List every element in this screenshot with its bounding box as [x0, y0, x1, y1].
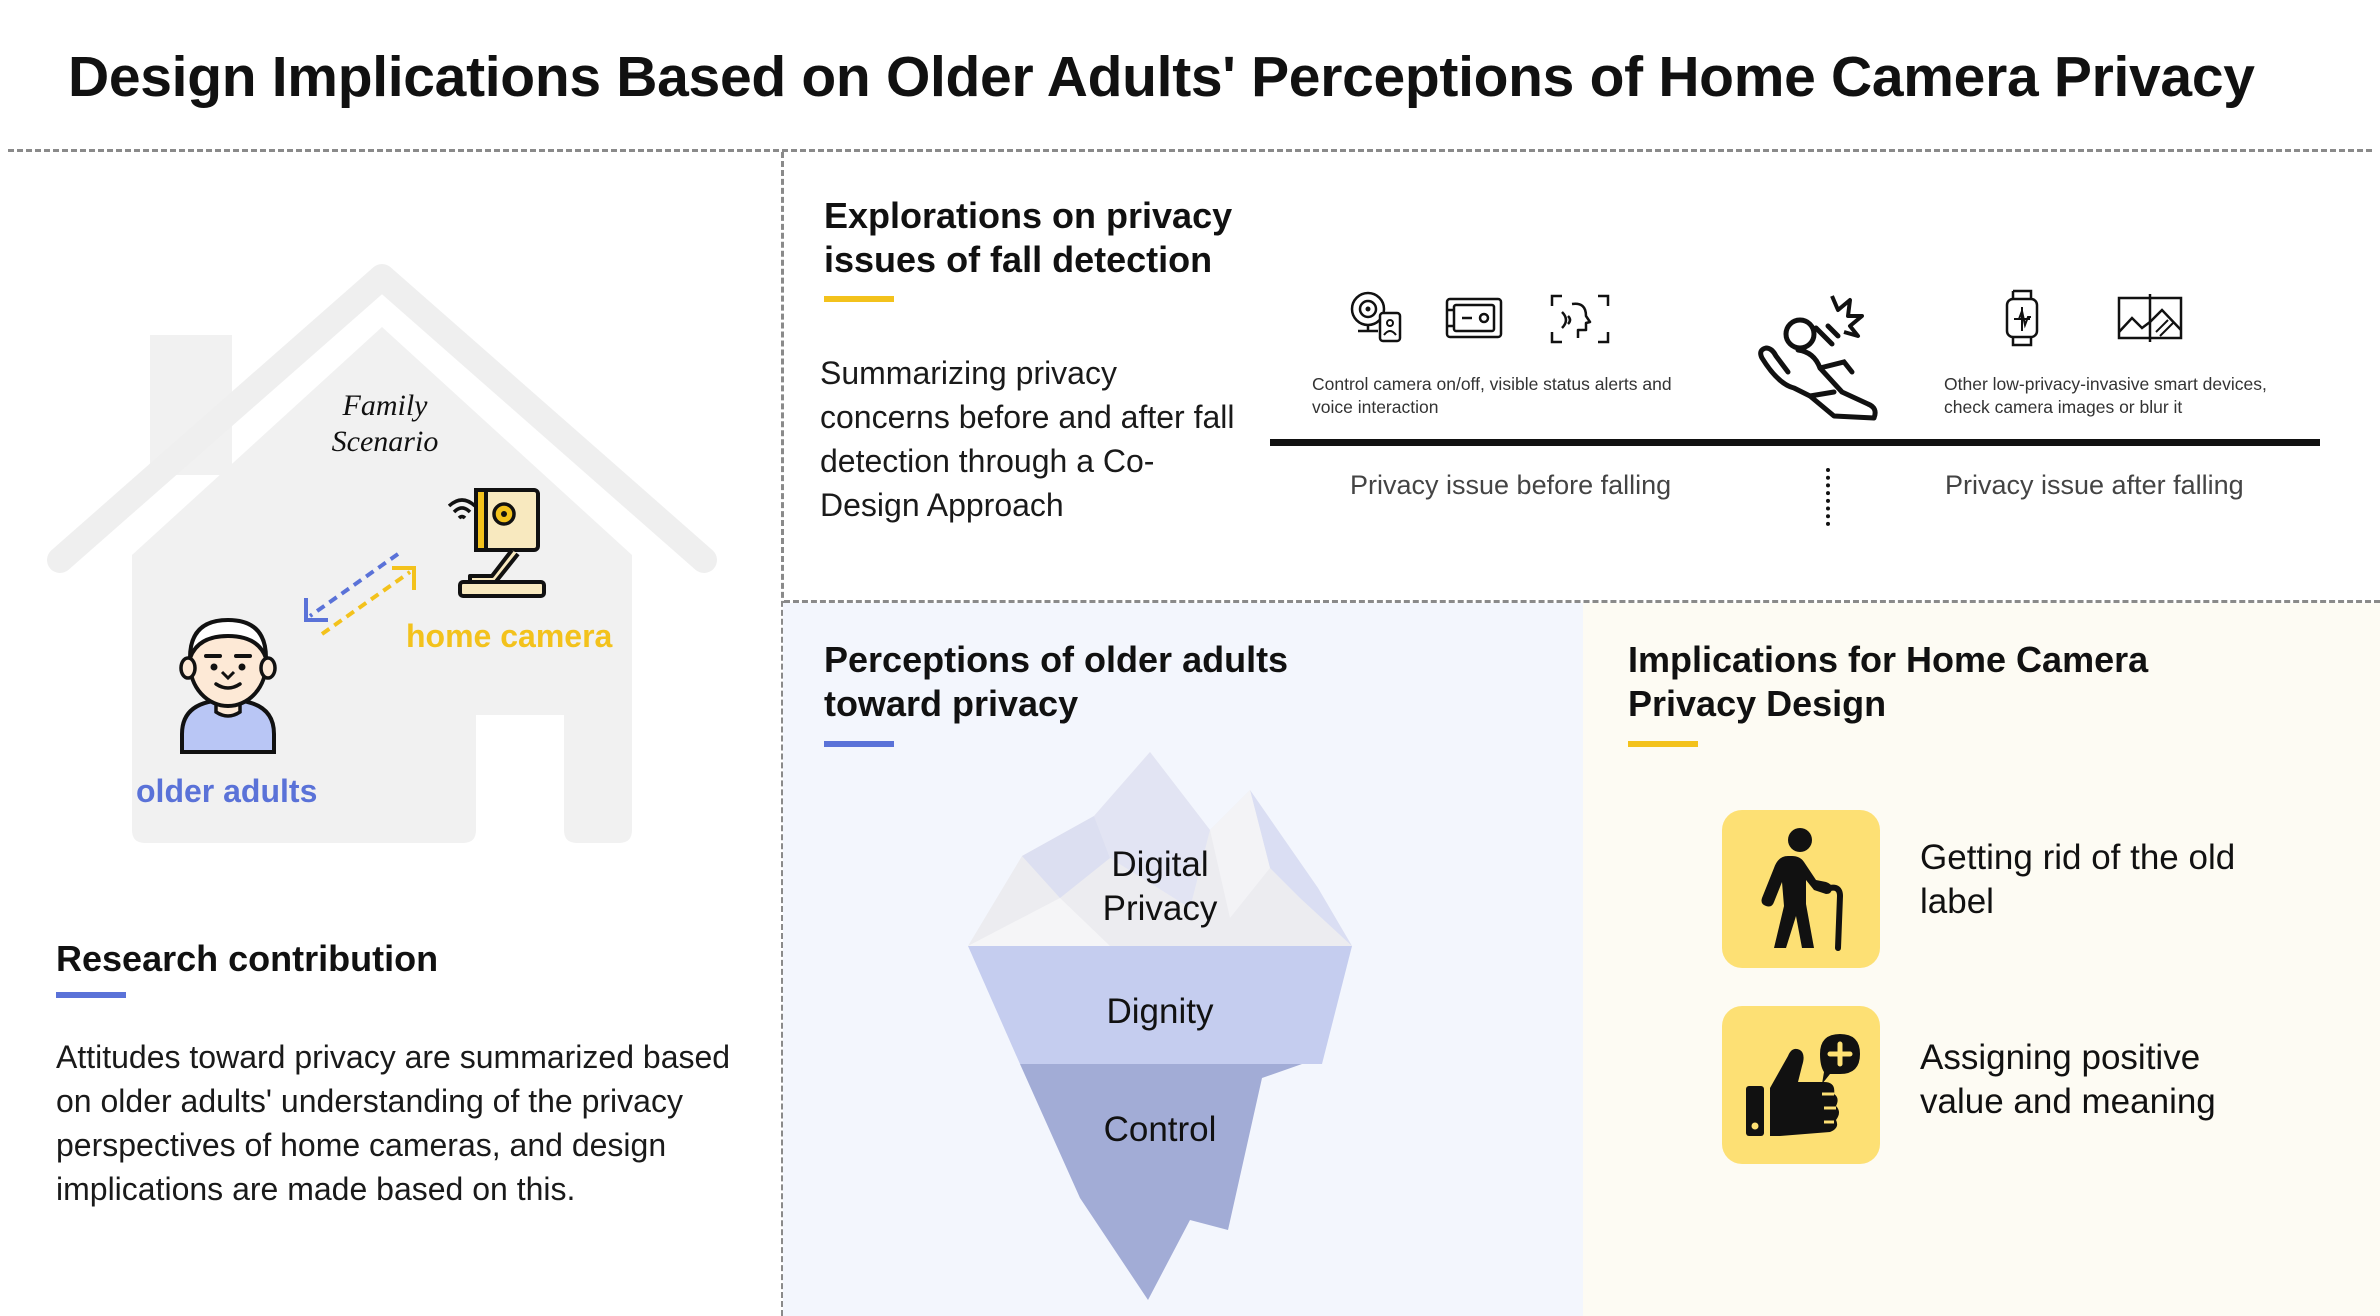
home-camera-icon [448, 488, 546, 598]
falling-person-icon [1758, 295, 1878, 421]
privacy-after-label: Privacy issue after falling [1945, 470, 2244, 500]
implications-heading: Implications for Home Camera Privacy Des… [1628, 639, 2149, 724]
webcam-icon [1350, 291, 1402, 343]
research-contribution-heading: Research contribution [56, 938, 439, 979]
explorations-heading: Explorations on privacy issues of fall d… [824, 195, 1233, 280]
thumbs-up-plus-icon [1746, 1034, 1860, 1136]
privacy-before-label: Privacy issue before falling [1350, 470, 1672, 500]
implication-text-positive-value: Assigning positive value and meaning [1920, 1038, 2216, 1121]
smartwatch-icon [2005, 289, 2039, 347]
implications-panel [1583, 603, 2380, 1316]
timeline-bar [1270, 439, 2320, 446]
elderly-cane-icon [1761, 828, 1844, 951]
older-adults-label: older adults [136, 773, 318, 809]
home-camera-label: home camera [406, 618, 613, 654]
iceberg-layer-digital-privacy: Digital Privacy [1102, 845, 1218, 928]
after-falling-caption: Other low-privacy-invasive smart devices… [1944, 374, 2267, 417]
timeline-separator [1826, 468, 1830, 526]
older-adult-avatar [179, 617, 277, 754]
voice-icon [1550, 294, 1610, 344]
implication-badge-old-label [1722, 810, 1880, 968]
iceberg-layer-dignity: Dignity [1106, 992, 1214, 1031]
before-falling-caption: Control camera on/off, visible status al… [1312, 374, 1672, 417]
divider-middle [784, 600, 2380, 603]
camera-box-icon [1445, 297, 1503, 339]
divider-top [8, 149, 2372, 152]
research-heading-underline [56, 992, 126, 998]
iceberg-diagram [968, 752, 1352, 1300]
research-contribution-body: Attitudes toward privacy are summarized … [56, 1039, 731, 1207]
explorations-heading-underline [824, 296, 894, 302]
implications-heading-underline [1628, 741, 1698, 747]
family-scenario-label: Family Scenario [331, 389, 439, 458]
interaction-arrows [304, 552, 416, 636]
divider-left-column [781, 152, 784, 1316]
implication-badge-positive-value [1722, 1006, 1880, 1164]
implication-text-old-label: Getting rid of the old label [1920, 838, 2236, 921]
perceptions-heading-underline [824, 741, 894, 747]
explorations-body: Summarizing privacy concerns before and … [820, 355, 1235, 523]
page-title: Design Implications Based on Older Adult… [68, 45, 2255, 109]
perceptions-heading: Perceptions of older adults toward priva… [824, 639, 1289, 724]
image-icon [2117, 294, 2183, 342]
iceberg-layer-control: Control [1103, 1110, 1217, 1149]
